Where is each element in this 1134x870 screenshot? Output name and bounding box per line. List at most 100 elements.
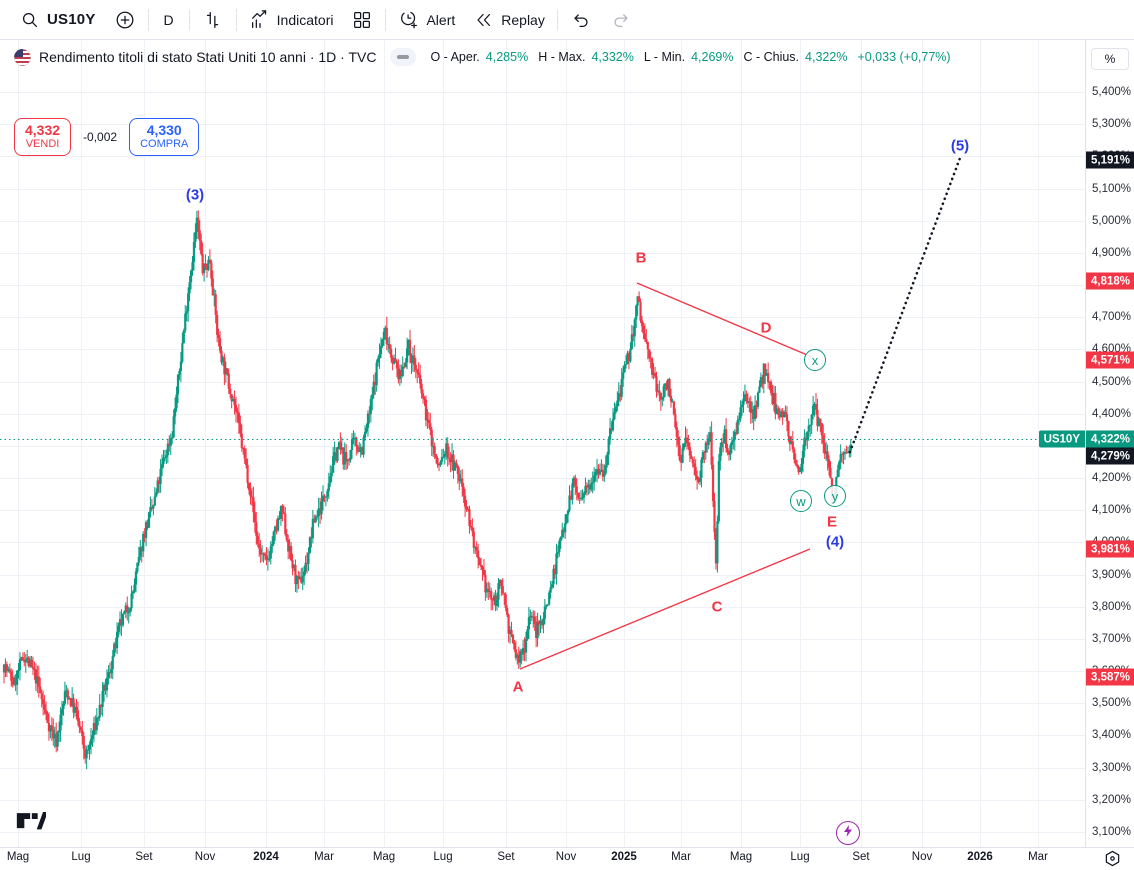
price-tick: 5,400% <box>1092 86 1132 98</box>
replay-button[interactable]: Replay <box>464 5 554 35</box>
sell-button[interactable]: 4,332 VENDI <box>14 118 72 156</box>
open-key: O - Aper. <box>430 50 480 64</box>
buy-button[interactable]: 4,330 COMPRA <box>129 118 200 156</box>
time-tick: Nov <box>555 851 577 863</box>
time-tick: Mag <box>372 851 396 863</box>
sell-price: 4,332 <box>25 122 61 138</box>
search-icon <box>19 9 41 31</box>
undo-icon <box>570 9 592 31</box>
wave-label-A[interactable]: A <box>512 678 524 696</box>
time-tick: Lug <box>71 851 91 863</box>
interval-button[interactable]: D <box>152 5 186 35</box>
main-area: Rendimento titoli di stato Stati Uniti 1… <box>0 40 1134 847</box>
redo-button[interactable] <box>601 5 641 35</box>
time-tick: Mar <box>314 851 334 863</box>
low-key: L - Min. <box>643 50 686 64</box>
time-tick: Lug <box>790 851 810 863</box>
wave-label-E[interactable]: E <box>826 513 838 531</box>
wave-label-B[interactable]: B <box>635 249 647 267</box>
price-badge: 4,279% <box>1086 447 1134 465</box>
minus-icon <box>397 55 410 59</box>
time-tick: 2025 <box>611 851 637 863</box>
chart-pane[interactable]: Rendimento titoli di stato Stati Uniti 1… <box>0 40 1085 847</box>
indicators-icon <box>249 9 271 31</box>
chart-title[interactable]: Rendimento titoli di stato Stati Uniti 1… <box>39 49 377 65</box>
symbol-name: US10Y <box>47 11 96 28</box>
tradingview-logo[interactable] <box>16 811 48 836</box>
time-axis[interactable]: Mag Lug Set Nov 2024 Mar Mag Lug Set Nov 2025 Mar Ma… <box>0 847 1134 870</box>
alert-button[interactable]: Alert <box>389 5 464 35</box>
buy-price: 4,330 <box>146 122 182 138</box>
close-key: C - Chius. <box>743 50 800 64</box>
time-tick: Set <box>852 851 870 863</box>
chart-legend: Rendimento titoli di stato Stati Uniti 1… <box>14 48 951 66</box>
wave-label-C[interactable]: C <box>711 598 723 616</box>
price-axis[interactable]: % 5,400%5,300%5,200%5,100%5,000%4,900%4,… <box>1038 40 1134 847</box>
interval-label: D <box>163 11 174 28</box>
price-tick: 5,100% <box>1092 182 1132 195</box>
time-tick: Mag <box>729 851 753 863</box>
spread-value: -0,002 <box>83 129 118 144</box>
time-tick: Nov <box>911 851 933 863</box>
wave-label-w[interactable]: w <box>790 490 812 512</box>
close-value: 4,322% <box>805 50 848 64</box>
time-tick: Set <box>135 851 153 863</box>
toolbar-separator <box>147 8 149 31</box>
symbol-search-button[interactable]: US10Y <box>10 5 105 35</box>
price-tick: 3,900% <box>1092 568 1132 581</box>
wave-label-x[interactable]: x <box>804 349 826 371</box>
price-badge: 4,322% US10Y <box>1038 430 1134 448</box>
price-unit-button[interactable]: % <box>1091 48 1129 70</box>
price-tick: 3,800% <box>1092 600 1132 613</box>
alert-label: Alert <box>426 11 456 28</box>
wave-label-y[interactable]: y <box>824 485 846 507</box>
high-key: H - Max. <box>538 50 586 64</box>
price-badge: 3,981% <box>1086 540 1134 558</box>
bar-style-icon <box>202 9 224 31</box>
price-tick: 5,300% <box>1092 118 1132 131</box>
wave-label-4[interactable]: (4) <box>825 533 845 551</box>
chart-style-button[interactable] <box>193 5 233 35</box>
price-tick: 4,900% <box>1092 246 1132 259</box>
time-tick: Lug <box>433 851 453 863</box>
wave-label-3[interactable]: (3) <box>185 186 205 204</box>
time-tick: 2026 <box>967 851 993 863</box>
price-tick: 4,700% <box>1092 311 1132 324</box>
price-tick: 4,400% <box>1092 407 1132 420</box>
sell-label: VENDI <box>25 138 60 151</box>
hide-legend-button[interactable] <box>390 48 417 66</box>
symbol-price-tag: US10Y <box>1038 430 1085 448</box>
time-tick: 2024 <box>253 851 279 863</box>
price-chart-canvas[interactable] <box>0 40 1085 847</box>
price-tick: 3,700% <box>1092 632 1132 645</box>
flash-button[interactable] <box>836 821 860 845</box>
change-value: +0,033 (+0,77%) <box>857 50 951 64</box>
buy-label: COMPRA <box>140 138 189 151</box>
axis-settings-icon[interactable] <box>1104 850 1121 870</box>
price-tick: 4,100% <box>1092 504 1132 517</box>
undo-button[interactable] <box>561 5 601 35</box>
price-tick: 3,100% <box>1092 825 1132 838</box>
indicators-button[interactable]: Indicatori <box>240 5 343 35</box>
price-badge: 3,587% <box>1086 668 1134 686</box>
price-tick: 3,400% <box>1092 729 1132 742</box>
price-tick: 5,000% <box>1092 214 1132 227</box>
us-flag-icon <box>14 48 31 66</box>
compare-add-button[interactable] <box>105 5 145 35</box>
price-badge: 4,818% <box>1086 272 1134 290</box>
price-tick: 4,200% <box>1092 472 1132 485</box>
replay-rewind-icon <box>473 9 495 31</box>
layout-templates-button[interactable] <box>342 5 382 35</box>
wave-label-D[interactable]: D <box>760 319 772 337</box>
toolbar-separator <box>385 8 387 31</box>
redo-icon <box>610 9 632 31</box>
price-tick: 4,500% <box>1092 375 1132 388</box>
price-tick: 3,300% <box>1092 761 1132 774</box>
alert-clock-icon <box>398 9 420 31</box>
time-tick: Mar <box>1028 851 1048 863</box>
lightning-icon <box>841 824 855 843</box>
time-tick: Mar <box>671 851 691 863</box>
price-badge: 5,191% <box>1086 151 1134 169</box>
wave-label-5[interactable]: (5) <box>950 137 970 155</box>
